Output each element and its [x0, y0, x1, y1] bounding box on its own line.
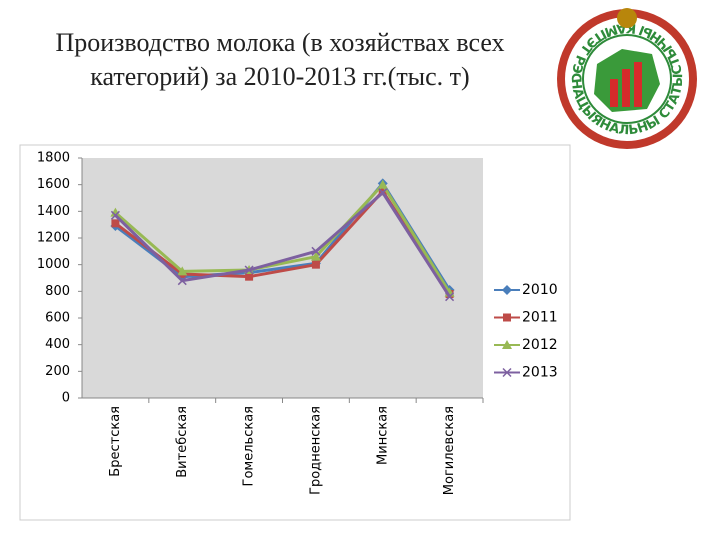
marker: [502, 367, 512, 378]
y-tick-label: 1000: [37, 257, 70, 272]
x-tick-label: Брестская: [108, 406, 123, 477]
marker: [311, 246, 321, 256]
marker: [502, 285, 512, 295]
marker: [445, 292, 455, 302]
series-line: [114, 190, 451, 298]
marker: [311, 260, 320, 269]
y-tick-label: 1800: [37, 151, 70, 166]
marker: [310, 251, 321, 261]
y-tick-label: 400: [45, 337, 70, 352]
marker: [177, 276, 187, 286]
logo-bar: [622, 69, 630, 107]
logo-bar: [634, 62, 642, 107]
logo-bar: [610, 79, 618, 107]
legend-label: 2010: [522, 282, 558, 298]
marker: [377, 179, 388, 189]
marker: [110, 207, 121, 217]
x-tick-label: Витебская: [175, 406, 190, 478]
legend-label: 2012: [522, 337, 558, 353]
legend-label: 2013: [522, 365, 558, 381]
marker: [111, 219, 120, 228]
x-tick-label: Минская: [375, 406, 390, 465]
marker: [502, 340, 512, 349]
y-tick-label: 1200: [37, 231, 70, 246]
y-tick-label: 1600: [37, 177, 70, 192]
y-tick-label: 600: [45, 311, 70, 326]
series-line: [114, 182, 451, 294]
marker: [177, 266, 188, 276]
marker: [378, 188, 388, 198]
legend-label: 2011: [522, 310, 558, 326]
logo-emblem: [617, 8, 637, 28]
y-tick-label: 200: [45, 364, 70, 379]
y-tick-label: 800: [45, 284, 70, 299]
x-tick-label: Гомельская: [242, 406, 257, 486]
plot-area: [82, 158, 483, 398]
x-tick-label: Могилевская: [442, 406, 457, 495]
y-tick-label: 0: [62, 391, 70, 406]
marker: [245, 272, 254, 281]
y-tick-label: 1400: [37, 204, 70, 219]
marker: [110, 210, 120, 220]
x-tick-label: Гродненская: [308, 406, 323, 495]
chart-title: Производство молока (в хозяйствах всех к…: [55, 28, 505, 91]
chart-frame: [19, 144, 571, 521]
marker: [244, 265, 254, 275]
logo: НАЦЫЯНАЛЬНЫ СТАТЫСТЫЧНЫ КАМІТЭТ РЭСПУБЛІ…: [552, 4, 697, 149]
marker: [503, 313, 511, 322]
